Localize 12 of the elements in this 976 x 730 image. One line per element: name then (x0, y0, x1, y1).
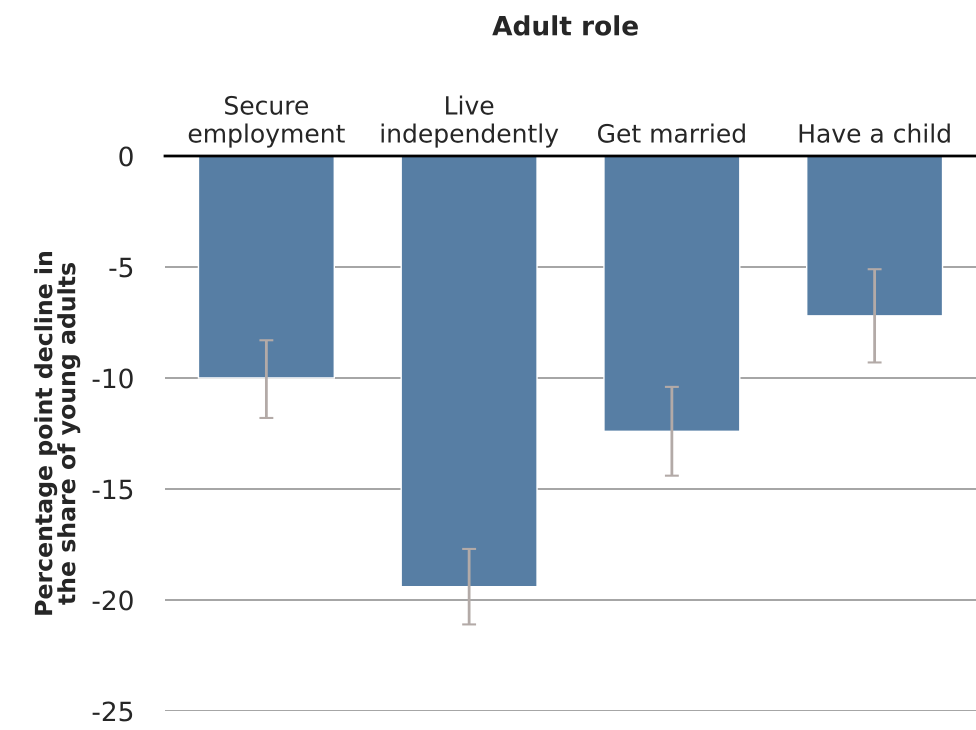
x-tick-label: Live independently (382, 95, 558, 148)
x-tick-label: Get married (598, 123, 745, 143)
chart-title: Adult role (492, 15, 638, 36)
x-tick-label: Secure employment (188, 96, 345, 148)
y-tick-label: -10 (92, 368, 133, 388)
x-tick-label: Have a child (800, 123, 950, 143)
y-axis-title: Percentage point decline in the share of young adults (34, 252, 80, 615)
y-tick-label: -5 (109, 258, 132, 278)
y-tick-label: -25 (92, 701, 132, 722)
y-tick-label: -20 (92, 590, 133, 610)
y-tick-label: 0 (119, 146, 133, 166)
y-tick-label: -15 (92, 480, 132, 500)
